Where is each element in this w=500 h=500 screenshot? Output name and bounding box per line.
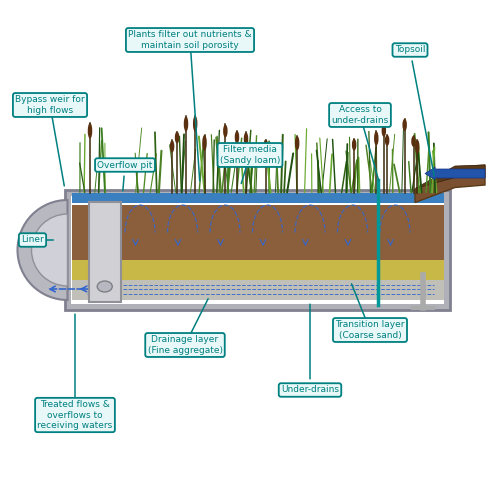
Text: Topsoil: Topsoil	[395, 46, 425, 54]
Wedge shape	[18, 200, 68, 300]
Ellipse shape	[193, 116, 198, 132]
Ellipse shape	[202, 135, 207, 151]
Bar	[72, 192, 444, 202]
Ellipse shape	[264, 140, 268, 151]
Text: Overflow pit: Overflow pit	[98, 160, 152, 170]
FancyBboxPatch shape	[65, 190, 450, 310]
Text: Liner: Liner	[21, 236, 44, 244]
Text: Bypass weir for
high flows: Bypass weir for high flows	[15, 96, 85, 114]
Bar	[72, 205, 444, 260]
Ellipse shape	[244, 132, 248, 146]
Ellipse shape	[88, 123, 92, 138]
Text: Filter media
(Sandy loam): Filter media (Sandy loam)	[220, 146, 280, 165]
FancyBboxPatch shape	[88, 202, 121, 302]
Bar	[72, 280, 444, 300]
Text: Access to
under-drains: Access to under-drains	[332, 106, 388, 124]
Ellipse shape	[175, 132, 180, 143]
Ellipse shape	[415, 140, 420, 154]
Text: Drainage layer
(Fine aggregate): Drainage layer (Fine aggregate)	[148, 336, 222, 354]
Text: Transition layer
(Coarse sand): Transition layer (Coarse sand)	[335, 320, 405, 340]
Ellipse shape	[402, 118, 407, 131]
Ellipse shape	[98, 281, 112, 292]
Ellipse shape	[170, 140, 174, 152]
Ellipse shape	[374, 131, 378, 146]
Ellipse shape	[234, 131, 239, 143]
Wedge shape	[32, 214, 68, 286]
Ellipse shape	[412, 136, 416, 147]
Bar	[71, 196, 444, 304]
Ellipse shape	[385, 135, 390, 146]
Text: Treated flows &
overflows to
receiving waters: Treated flows & overflows to receiving w…	[38, 400, 113, 430]
Ellipse shape	[223, 124, 228, 138]
Ellipse shape	[352, 139, 356, 150]
Text: Under-drains: Under-drains	[281, 386, 339, 394]
Polygon shape	[415, 165, 485, 202]
Polygon shape	[415, 165, 485, 188]
Ellipse shape	[184, 116, 188, 132]
FancyArrow shape	[425, 167, 485, 179]
Ellipse shape	[382, 124, 386, 136]
Text: Plants filter out nutrients &
maintain soil porosity: Plants filter out nutrients & maintain s…	[128, 30, 252, 50]
Ellipse shape	[295, 136, 300, 150]
Bar	[72, 260, 444, 280]
